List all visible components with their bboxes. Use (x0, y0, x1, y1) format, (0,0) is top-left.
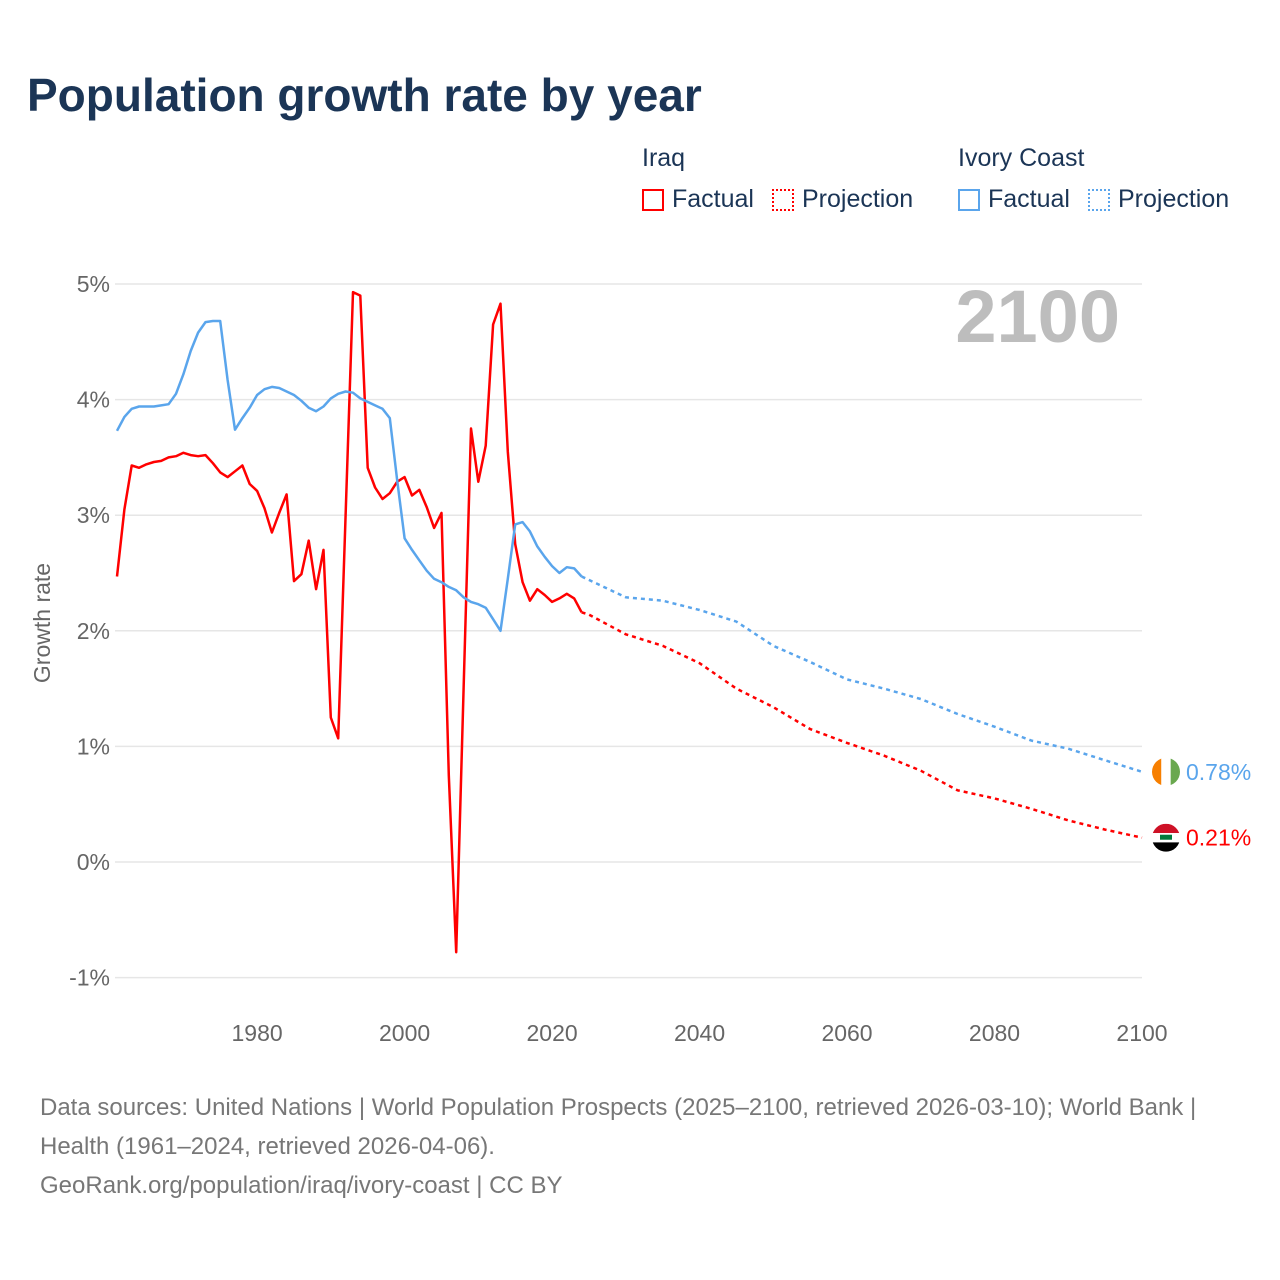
legend-swatch-dotted (771, 188, 794, 211)
series-line-ivory-coast-projection (581, 575, 1143, 773)
flag-stripe (1170, 757, 1180, 786)
end-value-label: 0.21% (1186, 825, 1251, 851)
x-tick-label: 1980 (232, 1020, 283, 1046)
flag-stripe (1152, 757, 1162, 786)
end-value-label: 0.78% (1186, 759, 1251, 785)
data-sources: Data sources: United Nations | World Pop… (40, 1094, 1197, 1160)
x-tick-label: 2080 (969, 1020, 1020, 1046)
flag-ivory-coast-icon (1152, 757, 1180, 786)
flag-emblem (1160, 834, 1172, 840)
x-tick-label: 2040 (674, 1020, 725, 1046)
chart-plot: -1% 0% 1% 2% 3% 4% 5% 1980 2000 2020 2040 2060 2080 2… (29, 271, 1251, 1046)
series-line-iraq-projection (581, 611, 1143, 839)
legend-group-label: Iraq (642, 144, 686, 172)
series-line-iraq-factual (115, 290, 583, 954)
legend-item-iraq-projection[interactable]: Projection (771, 185, 914, 214)
y-tick-label: -1% (69, 965, 110, 991)
chart-title: Population growth rate by year (27, 69, 702, 121)
series-line-ivory-coast-factual (115, 319, 583, 633)
x-tick-label: 2100 (1116, 1020, 1167, 1046)
y-tick-label: 0% (77, 849, 110, 875)
y-tick-label: 2% (77, 618, 110, 644)
legend-label: Projection (801, 185, 914, 213)
flag-stripe (1152, 823, 1180, 834)
x-tick-label: 2020 (526, 1020, 577, 1046)
x-tick-label: 2060 (821, 1020, 872, 1046)
flag-stripe (1152, 842, 1180, 852)
y-tick-label: 1% (77, 733, 110, 759)
legend-swatch-solid (958, 188, 980, 211)
legend-group-label: Ivory Coast (958, 144, 1085, 172)
y-axis-label: Growth rate (29, 563, 55, 683)
flag-iraq-icon (1152, 823, 1180, 852)
y-tick-label: 3% (77, 502, 110, 528)
credit-link[interactable]: GeoRank.org/population/iraq/ivory-coast … (40, 1172, 563, 1199)
legend-item-ivory-coast-factual[interactable]: Factual (958, 185, 1070, 214)
legend-group-iraq: Iraq Factual Projection (642, 144, 931, 214)
legend-item-iraq-factual[interactable]: Factual (642, 185, 754, 214)
flag-body (1152, 757, 1180, 786)
flag-stripe (1161, 757, 1171, 786)
legend-group-ivory-coast: Ivory Coast Factual Projection (958, 144, 1247, 214)
year-indicator: 2100 (955, 275, 1120, 358)
y-tick-label: 5% (77, 271, 110, 297)
legend-swatch-dotted (1087, 188, 1110, 211)
legend-item-ivory-coast-projection[interactable]: Projection (1087, 185, 1230, 214)
footer: Data sources: United Nations | World Pop… (40, 1088, 1240, 1205)
legend-label: Factual (672, 185, 754, 213)
x-tick-label: 2000 (379, 1020, 430, 1046)
legend-label: Projection (1117, 185, 1230, 213)
legend-label: Factual (988, 185, 1070, 213)
legend-swatch-solid (642, 188, 664, 211)
y-tick-label: 4% (77, 387, 110, 413)
flag-body (1152, 823, 1180, 852)
